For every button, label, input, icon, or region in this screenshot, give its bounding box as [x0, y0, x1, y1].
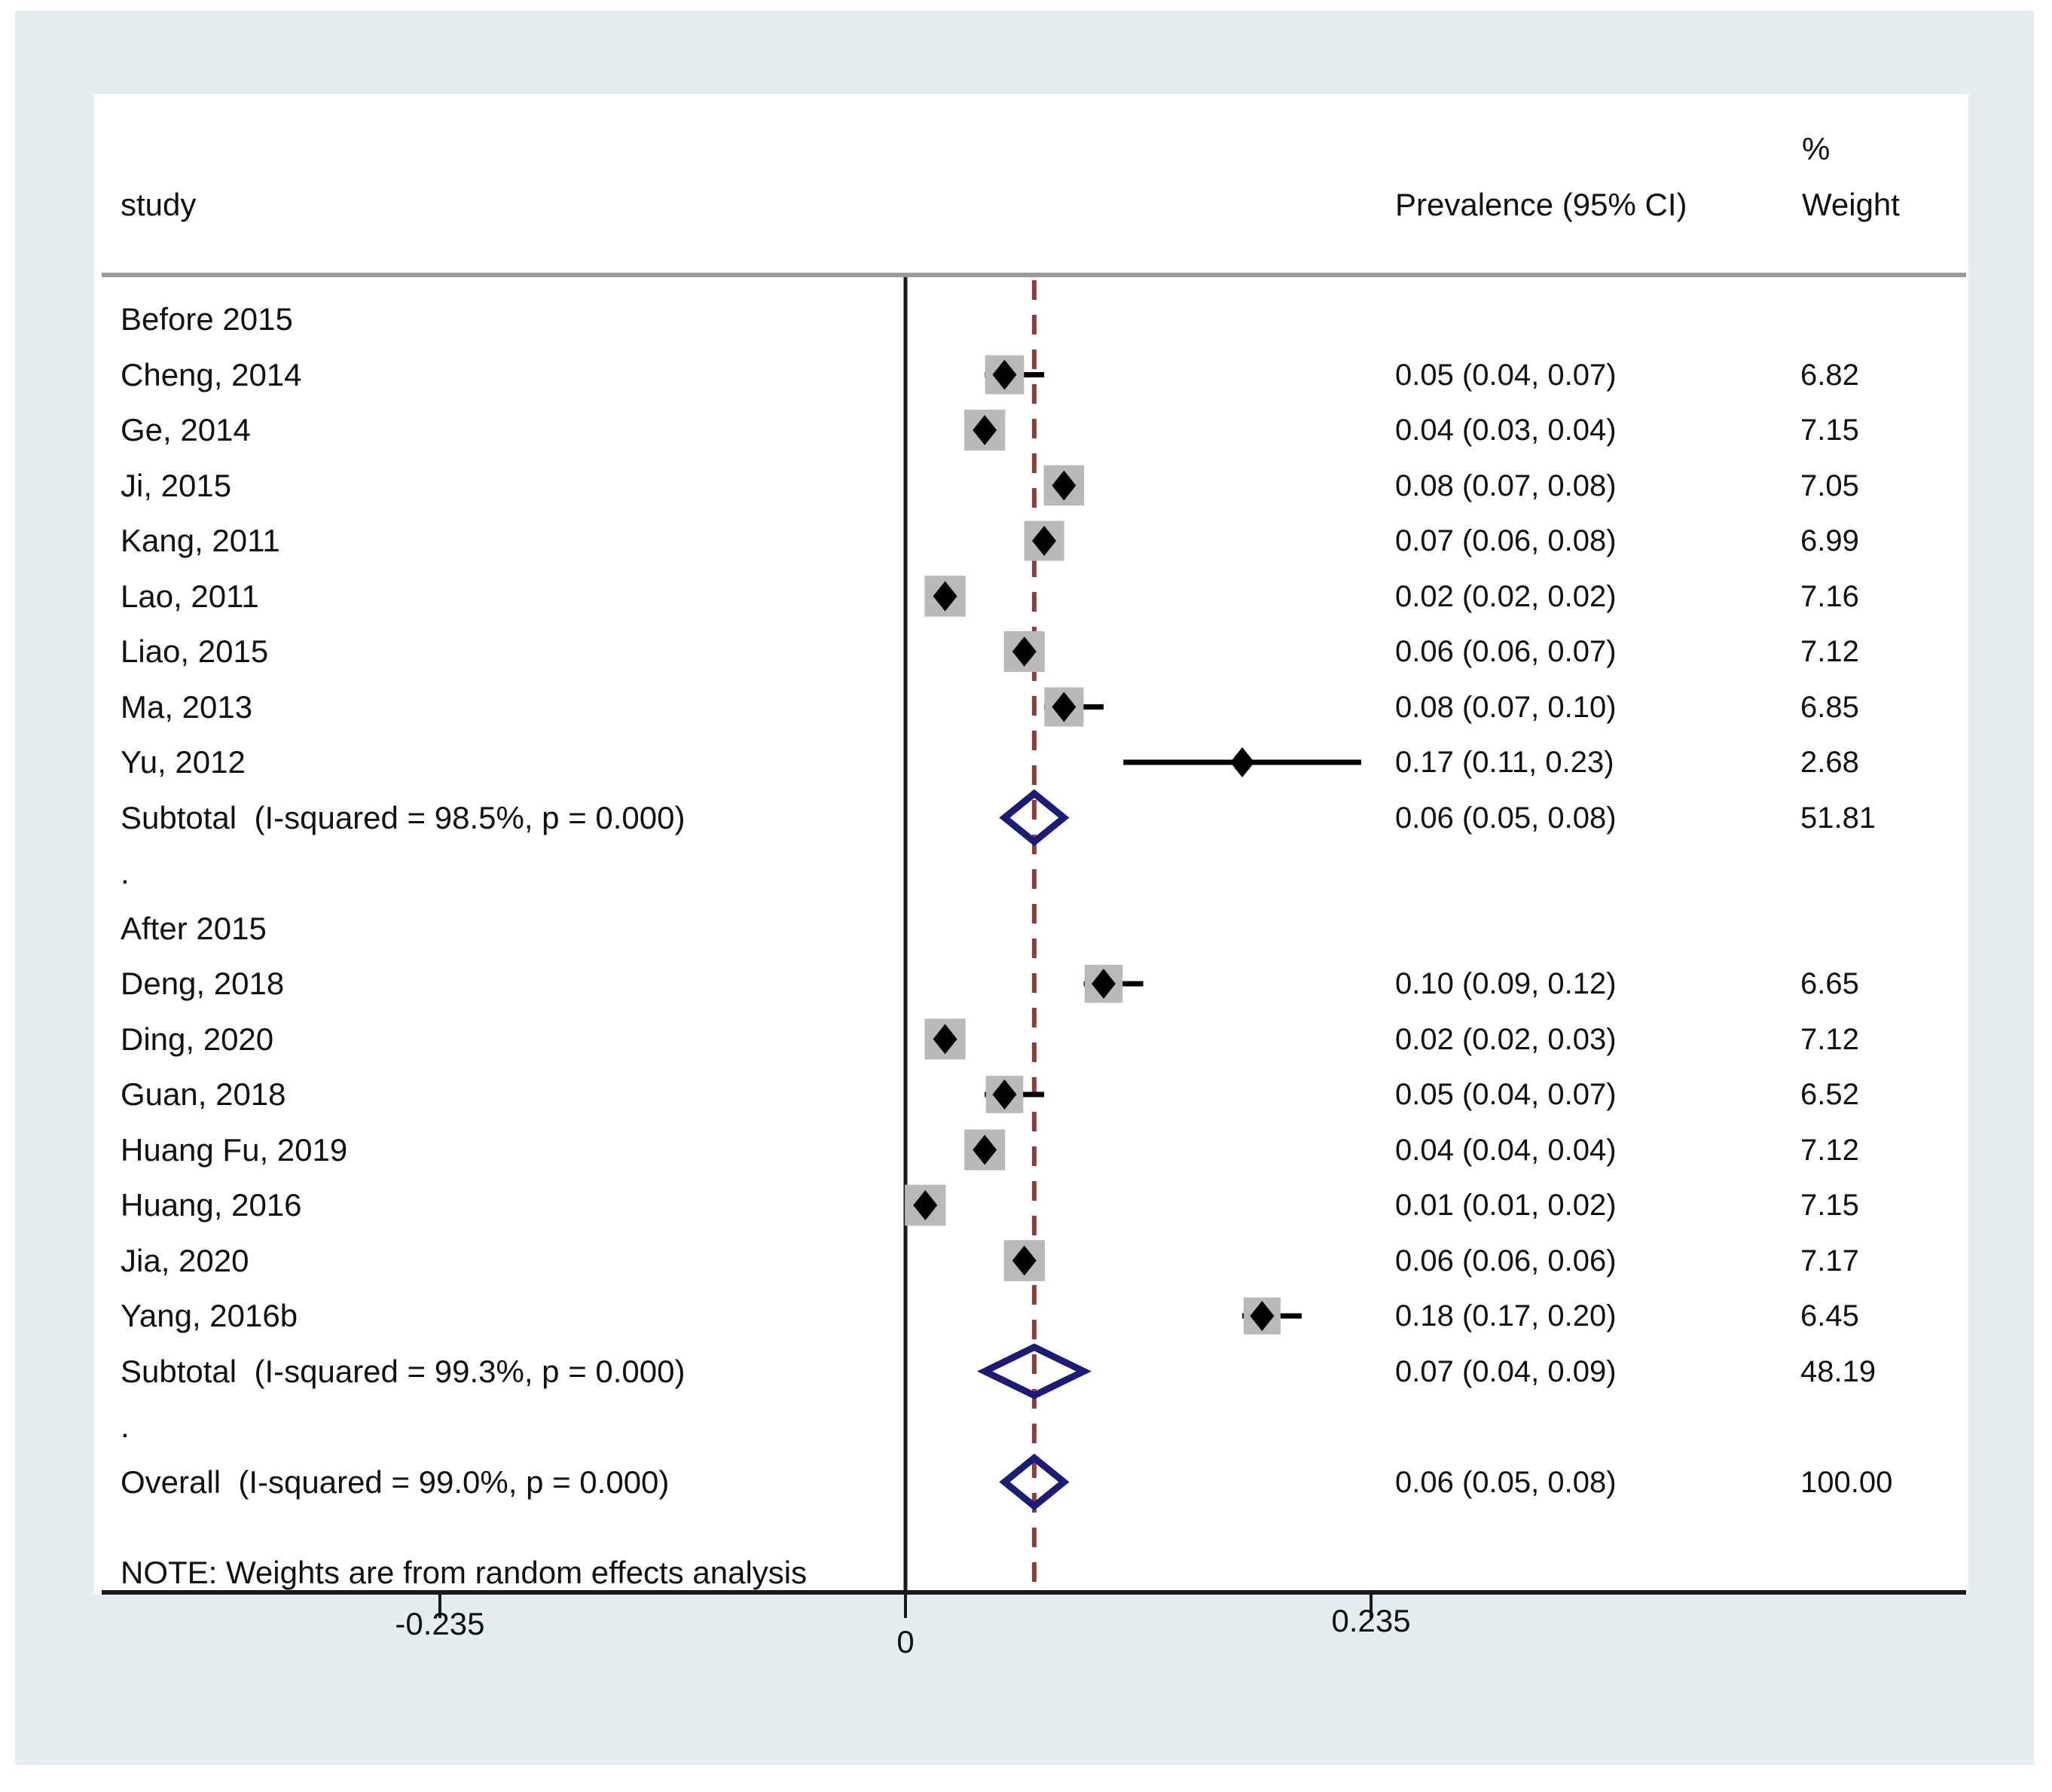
subtotal-diamond [999, 789, 1070, 847]
axis-tick-label: 0 [896, 1624, 915, 1659]
prevalence-ci-value: 0.04 (0.03, 0.04) [1395, 414, 1617, 447]
study-label: Huang, 2016 [121, 1187, 302, 1223]
weight-value: 6.52 [1800, 1078, 1859, 1111]
prevalence-ci-value: 0.06 (0.05, 0.08) [1395, 801, 1617, 835]
prevalence-ci-value: 0.02 (0.02, 0.02) [1395, 579, 1617, 613]
point-estimate-marker [973, 1134, 997, 1165]
axis-tick-label: -0.235 [395, 1606, 485, 1641]
point-estimate-marker [1012, 1245, 1037, 1276]
group-heading: Before 2015 [121, 301, 293, 337]
overall-diamond [999, 1453, 1070, 1511]
study-label: Ge, 2014 [121, 412, 251, 447]
study-label: Deng, 2018 [121, 966, 285, 1001]
prevalence-ci-value: 0.17 (0.11, 0.23) [1395, 746, 1614, 779]
point-estimate-marker [1052, 691, 1076, 722]
point-estimate-marker [992, 1079, 1017, 1110]
prevalence-ci-value: 0.01 (0.01, 0.02) [1395, 1189, 1617, 1222]
study-label: Overall (I-squared = 99.0%, p = 0.000) [121, 1464, 670, 1500]
study-label: Kang, 2011 [121, 523, 280, 558]
weight-value: 2.68 [1800, 746, 1859, 779]
prevalence-ci-value: 0.06 (0.06, 0.06) [1395, 1244, 1617, 1278]
prevalence-ci-value: 0.08 (0.07, 0.08) [1395, 469, 1617, 502]
weight-value: 6.85 [1800, 690, 1859, 724]
point-estimate-marker [1032, 526, 1057, 556]
prevalence-ci-value: 0.07 (0.06, 0.08) [1395, 524, 1617, 557]
prevalence-column-header: Prevalence (95% CI) [1395, 187, 1687, 222]
study-label: Huang Fu, 2019 [121, 1131, 348, 1168]
point-estimate-marker [1230, 747, 1255, 777]
prevalence-ci-value: 0.18 (0.17, 0.20) [1395, 1299, 1617, 1333]
prevalence-ci-value: 0.02 (0.02, 0.03) [1395, 1022, 1617, 1056]
weight-value: 6.45 [1800, 1299, 1859, 1333]
study-label: Jia, 2020 [121, 1242, 249, 1278]
point-estimate-marker [933, 1024, 957, 1055]
prevalence-ci-value: 0.05 (0.04, 0.07) [1395, 1078, 1617, 1111]
point-estimate-marker [933, 581, 957, 612]
study-label: Cheng, 2014 [121, 356, 302, 392]
weight-value: 7.12 [1800, 635, 1859, 668]
weight-value: 100.00 [1800, 1465, 1893, 1499]
note-text: NOTE: Weights are from random effects an… [121, 1555, 808, 1590]
study-label: Guan, 2018 [121, 1076, 286, 1112]
study-label: Subtotal (I-squared = 99.3%, p = 0.000) [121, 1353, 686, 1389]
plot-panel [94, 94, 1968, 1595]
spacer-dot: . [121, 1409, 130, 1444]
point-estimate-marker [992, 359, 1017, 390]
weight-column-header: Weight [1802, 187, 1900, 222]
study-column-header: study [121, 187, 197, 222]
weight-value: 7.16 [1800, 579, 1859, 613]
weight-value: 7.12 [1800, 1133, 1859, 1167]
prevalence-ci-value: 0.04 (0.04, 0.04) [1395, 1133, 1617, 1167]
prevalence-ci-value: 0.05 (0.04, 0.07) [1395, 358, 1617, 392]
percent-column-header: % [1802, 131, 1831, 166]
weight-value: 7.05 [1800, 469, 1859, 502]
weight-value: 6.65 [1800, 967, 1859, 1000]
header-separator-line [102, 273, 1966, 277]
study-label: Yang, 2016b [121, 1298, 298, 1333]
prevalence-ci-value: 0.08 (0.07, 0.10) [1395, 690, 1617, 724]
point-estimate-marker [1092, 969, 1116, 999]
group-heading: After 2015 [121, 910, 267, 946]
study-label: Ji, 2015 [121, 467, 232, 503]
weight-value: 6.99 [1800, 524, 1859, 557]
study-label: Yu, 2012 [121, 744, 246, 780]
axis-tick-label: 0.235 [1331, 1603, 1411, 1638]
study-label: Ma, 2013 [121, 688, 253, 725]
x-axis-line [102, 1590, 1966, 1595]
prevalence-ci-value: 0.07 (0.04, 0.09) [1395, 1354, 1617, 1388]
weight-value: 7.15 [1800, 414, 1859, 447]
study-label: Liao, 2015 [121, 633, 269, 669]
prevalence-ci-value: 0.06 (0.05, 0.08) [1395, 1465, 1617, 1499]
weight-value: 51.81 [1800, 801, 1876, 835]
study-label: Ding, 2020 [121, 1021, 274, 1057]
study-label: Lao, 2011 [121, 578, 259, 614]
study-label: Subtotal (I-squared = 98.5%, p = 0.000) [121, 799, 686, 835]
point-estimate-marker [1012, 637, 1037, 667]
weight-value: 7.15 [1800, 1189, 1859, 1222]
weight-value: 7.12 [1800, 1022, 1859, 1056]
subtotal-diamond [976, 1343, 1092, 1400]
point-estimate-marker [1052, 470, 1076, 501]
weight-value: 7.17 [1800, 1244, 1859, 1278]
point-estimate-marker [1250, 1301, 1275, 1331]
prevalence-ci-value: 0.10 (0.09, 0.12) [1395, 967, 1617, 1000]
spacer-dot: . [121, 855, 130, 890]
weight-value: 6.82 [1800, 358, 1859, 392]
prevalence-ci-value: 0.06 (0.06, 0.07) [1395, 635, 1617, 668]
point-estimate-marker [973, 415, 997, 445]
point-estimate-marker [913, 1190, 938, 1220]
weight-value: 48.19 [1800, 1354, 1876, 1388]
